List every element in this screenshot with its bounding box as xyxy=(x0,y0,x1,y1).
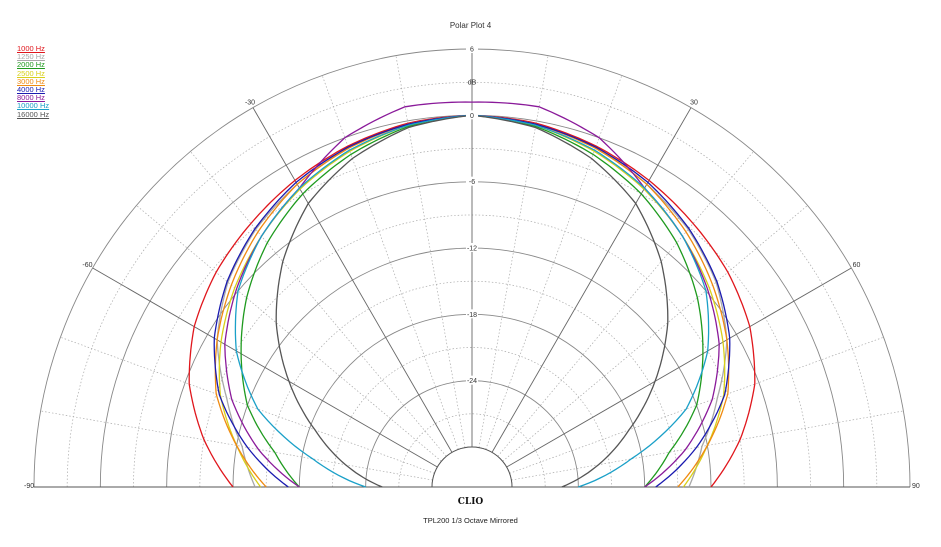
unit-label: dB xyxy=(468,80,477,87)
legend-item: 2500 Hz xyxy=(17,68,45,78)
grid-arc xyxy=(66,81,878,488)
legend-item: 3000 Hz xyxy=(17,76,45,86)
tick-label-bg xyxy=(466,110,478,120)
radial-tick-label: 6 xyxy=(470,47,474,54)
tick-label-bg xyxy=(466,375,478,385)
tick-label-bg xyxy=(466,176,478,186)
radial-tick-label: -24 xyxy=(467,378,477,385)
radial-tick-label: -6 xyxy=(469,179,475,186)
tick-label-bg xyxy=(466,44,478,53)
legend-item: 1250 Hz xyxy=(17,52,45,62)
brand-logo: CLIO xyxy=(457,497,484,507)
legend-item: 16000 Hz xyxy=(17,109,50,119)
grid-radial xyxy=(491,107,692,453)
series-curve xyxy=(224,101,720,488)
legend-item: 2000 Hz xyxy=(17,60,45,70)
grid-radial xyxy=(92,267,438,468)
chart-caption: TPL200 1/3 Octave Mirrored xyxy=(423,516,518,525)
grid-radial xyxy=(252,107,453,453)
grid-arc xyxy=(332,347,612,488)
radial-tick-label: 0 xyxy=(470,113,474,120)
tick-label-bg xyxy=(466,243,478,252)
angle-label: -90 xyxy=(24,483,34,490)
legend-item: 10000 Hz xyxy=(17,101,50,111)
legend-item: 4000 Hz xyxy=(17,85,45,95)
legend-item: 8000 Hz xyxy=(17,93,45,103)
chart-title: Polar Plot 4 xyxy=(449,21,492,30)
radial-tick-label: -18 xyxy=(467,312,477,319)
tick-label-bg xyxy=(466,309,478,319)
grid-radial xyxy=(506,267,852,468)
center-hole xyxy=(431,446,513,488)
angle-label: -30 xyxy=(245,99,255,106)
angle-label: 30 xyxy=(690,99,698,106)
chart-legend: 1000 Hz 1250 Hz 2000 Hz 2500 Hz 3000 Hz … xyxy=(17,44,50,119)
angle-label: 90 xyxy=(912,483,920,490)
legend-item: 1000 Hz xyxy=(17,44,45,53)
radial-tick-label: -12 xyxy=(467,246,477,253)
angle-label: -60 xyxy=(82,262,92,269)
angle-label: 60 xyxy=(853,262,861,269)
